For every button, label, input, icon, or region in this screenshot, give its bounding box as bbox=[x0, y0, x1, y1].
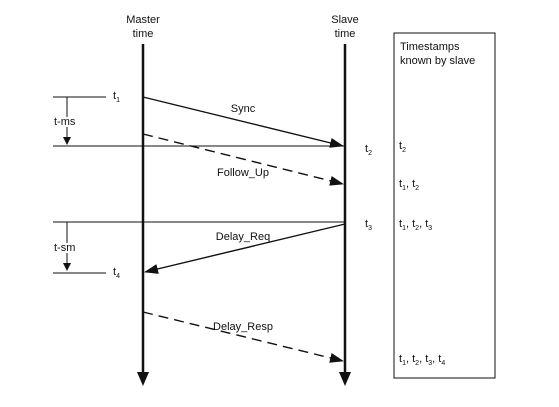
known-timestamps-row-1: t2 bbox=[399, 140, 406, 154]
timestamp-subscript: 2 bbox=[415, 185, 419, 192]
timestamp-base: t bbox=[425, 353, 428, 365]
t-sm-label: t-sm bbox=[54, 242, 75, 254]
timestamp-base: t bbox=[412, 218, 415, 230]
known-timestamps-row-4: t1, t2, t3, t4 bbox=[399, 353, 445, 367]
timestamp-subscript: 1 bbox=[402, 185, 406, 192]
timestamp-subscript: 3 bbox=[428, 225, 432, 232]
timestamp-separator: , bbox=[406, 218, 412, 230]
slave-time-header-line2: time bbox=[335, 28, 356, 40]
timestamp-t2: t2 bbox=[365, 143, 372, 157]
timestamp-base: t bbox=[438, 353, 441, 365]
timestamp-separator: , bbox=[419, 353, 425, 365]
timestamp-base: t bbox=[425, 218, 428, 230]
slave-timeline-arrowhead bbox=[339, 372, 351, 386]
known-timestamps-row-3: t1, t2, t3 bbox=[399, 218, 432, 232]
timestamp-separator: , bbox=[432, 353, 438, 365]
timestamp-t3: t3 bbox=[365, 218, 372, 232]
timestamp-base: t bbox=[399, 178, 402, 190]
timestamp-separator: , bbox=[419, 218, 425, 230]
timestamp-subscript: 1 bbox=[402, 225, 406, 232]
known-timestamps-row-2: t1, t2 bbox=[399, 178, 419, 192]
master-timeline-arrowhead bbox=[137, 372, 149, 386]
timestamp-t1: t1 bbox=[113, 90, 120, 104]
timestamp-base: t bbox=[399, 140, 402, 152]
delay-req-message-arrow bbox=[144, 223, 346, 274]
timestamp-subscript: 2 bbox=[415, 225, 419, 232]
timestamp-base: t bbox=[399, 353, 402, 365]
slave-time-header-line1: Slave bbox=[331, 14, 359, 26]
timestamps-panel-title-line1: Timestamps bbox=[400, 41, 460, 53]
master-time-header-line2: time bbox=[133, 28, 154, 40]
timestamps-panel bbox=[393, 32, 496, 379]
timestamp-base: t bbox=[399, 218, 402, 230]
timestamp-subscript: 2 bbox=[402, 147, 406, 154]
t-ms-label: t-ms bbox=[54, 116, 76, 128]
timestamp-subscript: 1 bbox=[402, 360, 406, 367]
delay-resp-label: Delay_Resp bbox=[213, 321, 273, 333]
timestamp-t4: t4 bbox=[113, 266, 120, 280]
sync-label: Sync bbox=[231, 103, 256, 115]
t-ms-interval-arrowhead bbox=[63, 137, 71, 145]
timestamp-subscript: 4 bbox=[441, 360, 445, 367]
timestamps-panel-title-line2: known by slave bbox=[400, 55, 475, 67]
master-time-header-line1: Master bbox=[126, 14, 160, 26]
timestamp-subscript: 3 bbox=[428, 360, 432, 367]
t-sm-interval-arrowhead bbox=[63, 263, 71, 271]
follow-up-label: Follow_Up bbox=[217, 167, 269, 179]
timestamp-separator: , bbox=[406, 178, 412, 190]
timestamp-subscript: 2 bbox=[415, 360, 419, 367]
delay-resp-message-arrow bbox=[142, 311, 344, 363]
sync-message-arrow bbox=[142, 96, 344, 148]
follow-up-message-arrow bbox=[142, 133, 344, 186]
timestamp-base: t bbox=[412, 353, 415, 365]
timestamp-base: t bbox=[412, 178, 415, 190]
timestamp-separator: , bbox=[406, 353, 412, 365]
delay-req-label: Delay_Req bbox=[216, 231, 270, 243]
